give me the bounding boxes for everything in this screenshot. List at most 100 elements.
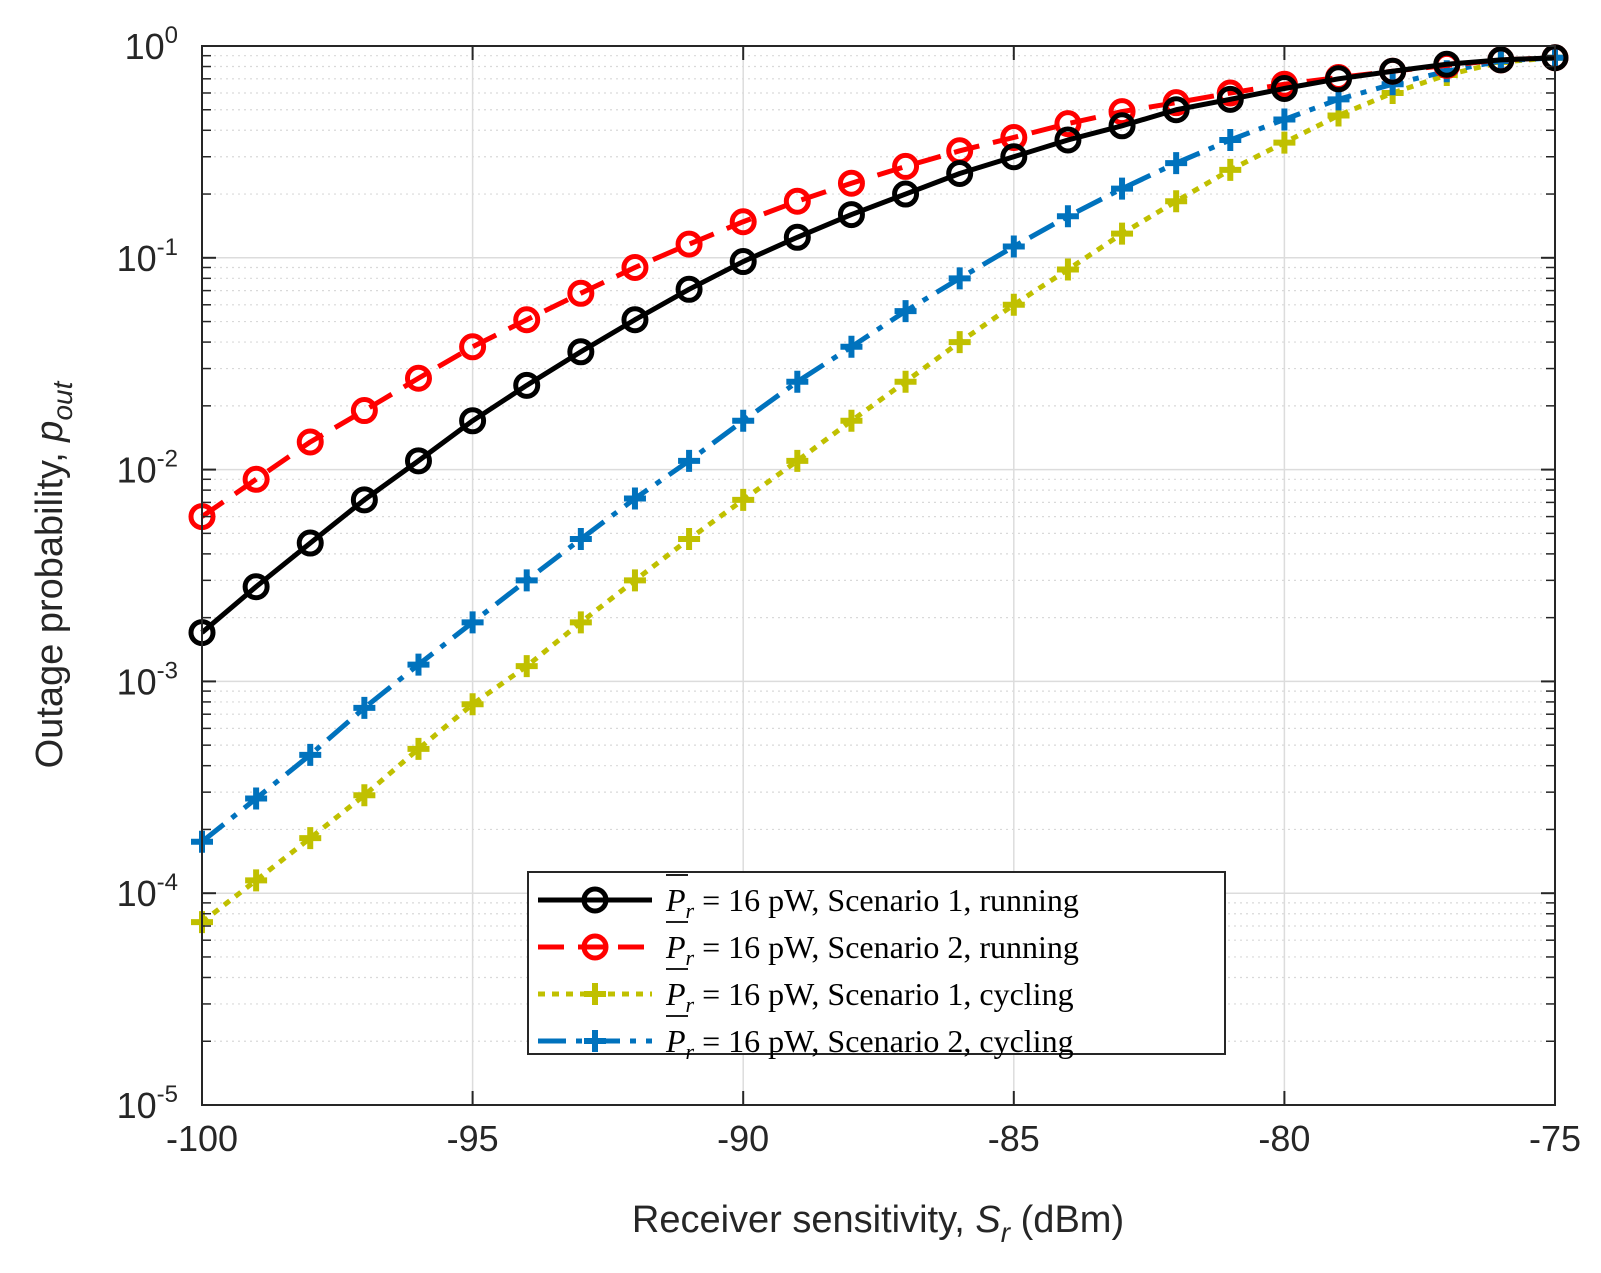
data-point — [350, 397, 378, 425]
y-tick-label: 10-1 — [117, 234, 178, 279]
data-point — [567, 279, 595, 307]
data-point — [1108, 98, 1136, 126]
data-point — [1273, 131, 1296, 154]
data-point — [623, 569, 646, 592]
y-tick-label: 10-5 — [117, 1081, 178, 1126]
data-point — [1165, 190, 1188, 213]
data-point — [1219, 158, 1242, 181]
data-point — [1433, 50, 1461, 78]
data-point — [1111, 177, 1134, 200]
data-point — [515, 655, 538, 678]
data-point — [837, 201, 865, 229]
y-axis-title-prefix: Outage probability, — [29, 442, 71, 769]
data-point — [353, 784, 376, 807]
data-point — [894, 300, 917, 323]
data-point — [567, 338, 595, 366]
data-point — [783, 187, 811, 215]
legend-label: Pr = 16 pW, Scenario 2, cycling — [665, 1023, 1074, 1064]
data-point — [894, 370, 917, 393]
data-point — [461, 693, 484, 716]
data-point — [1002, 235, 1025, 258]
data-point — [732, 488, 755, 511]
y-axis-title-var: p — [29, 421, 71, 443]
data-point — [569, 611, 592, 634]
data-point — [245, 787, 268, 810]
data-point — [353, 696, 376, 719]
legend: Pr = 16 pW, Scenario 1, running Pr = 16 p… — [527, 871, 1226, 1064]
data-point — [621, 253, 649, 281]
data-point — [1000, 123, 1028, 151]
data-point — [1219, 128, 1242, 151]
data-point — [461, 611, 484, 634]
x-tick-label: -75 — [1529, 1118, 1581, 1159]
y-tick-label: 10-4 — [117, 869, 178, 914]
data-point — [1054, 126, 1082, 154]
data-point — [786, 370, 809, 393]
series-line — [200, 55, 1556, 925]
data-point — [1273, 108, 1296, 131]
data-point — [407, 653, 430, 676]
data-point — [296, 529, 324, 557]
y-tick-label: 10-3 — [117, 657, 178, 702]
data-point — [1325, 65, 1353, 93]
series-line — [200, 55, 1556, 844]
data-point — [1270, 74, 1298, 102]
x-tick-label: -90 — [717, 1118, 769, 1159]
x-tick-label: -80 — [1258, 1118, 1310, 1159]
data-point — [783, 223, 811, 251]
y-tick-label: 100 — [125, 22, 178, 67]
x-tick-label: -100 — [166, 1118, 238, 1159]
y-tick-labels: 100 10-1 10-2 10-3 10-4 10-5 — [117, 22, 178, 1126]
legend-swatch-marker — [581, 933, 609, 961]
data-point — [621, 306, 649, 334]
data-point — [299, 827, 322, 850]
data-point — [732, 409, 755, 432]
data-point — [1108, 112, 1136, 140]
x-axis-title: Receiver sensitivity, Sr (dBm) — [632, 1199, 1124, 1248]
data-point — [1379, 57, 1407, 85]
data-point — [892, 152, 920, 180]
data-point — [840, 335, 863, 358]
data-point — [678, 449, 701, 472]
data-point — [242, 465, 270, 493]
data-point — [729, 208, 757, 236]
data-point — [675, 275, 703, 303]
data-point — [729, 248, 757, 276]
data-point — [569, 528, 592, 551]
data-point — [1162, 96, 1190, 124]
x-tick-labels: -100 -95 -90 -85 -80 -75 — [166, 1118, 1581, 1159]
x-axis-title-suffix: (dBm) — [1010, 1199, 1124, 1241]
data-point — [948, 267, 971, 290]
x-axis-title-prefix: Receiver sensitivity, — [632, 1199, 976, 1241]
data-point — [296, 428, 324, 456]
data-point — [1487, 46, 1515, 74]
x-tick-label: -85 — [988, 1118, 1040, 1159]
data-point — [299, 743, 322, 766]
data-point — [513, 371, 541, 399]
x-axis-title-sub: r — [1001, 1217, 1012, 1248]
data-point — [1216, 85, 1244, 113]
legend-swatch-marker — [584, 1030, 606, 1052]
legend-label: Pr = 16 pW, Scenario 1, running — [665, 882, 1079, 923]
y-axis-title-sub: out — [47, 380, 78, 420]
data-point — [946, 160, 974, 188]
data-point — [675, 230, 703, 258]
plot-frame — [201, 45, 1556, 1106]
data-point — [350, 486, 378, 514]
y-axis-title: Outage probability, pout — [29, 380, 78, 768]
data-point — [948, 331, 971, 354]
data-point — [242, 573, 270, 601]
data-point — [892, 180, 920, 208]
data-point — [1165, 152, 1188, 175]
data-point — [404, 447, 432, 475]
data-point — [678, 528, 701, 551]
data-point — [245, 869, 268, 892]
data-point — [1056, 205, 1079, 228]
legend-label: Pr = 16 pW, Scenario 1, cycling — [665, 976, 1074, 1017]
data-point — [1111, 222, 1134, 245]
x-tick-label: -95 — [447, 1118, 499, 1159]
data-point — [623, 487, 646, 510]
data-point — [513, 306, 541, 334]
data-point — [404, 364, 432, 392]
series-1 — [188, 44, 1569, 647]
